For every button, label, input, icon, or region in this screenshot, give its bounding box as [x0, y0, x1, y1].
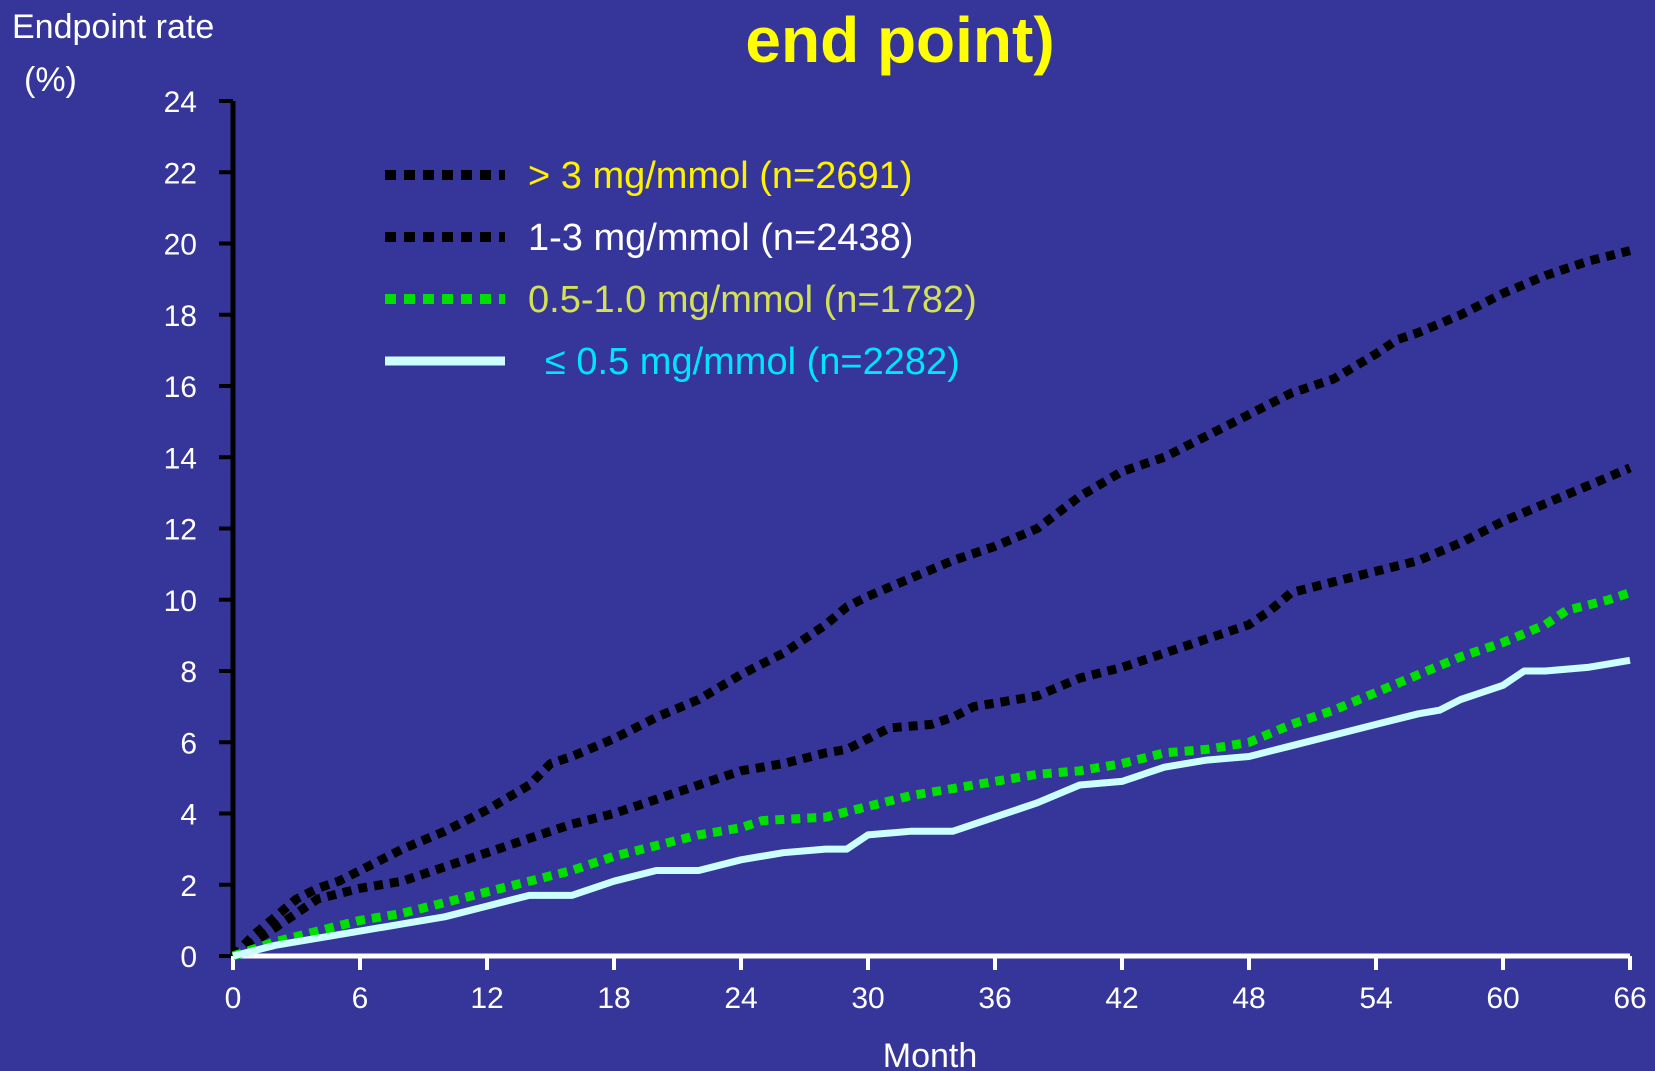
- y-tick-label: 20: [164, 229, 197, 262]
- series-layer: [229, 246, 1632, 961]
- y-axis-label-line2: (%): [24, 61, 77, 99]
- x-tick-label: 42: [1105, 982, 1138, 1015]
- y-tick-label: 0: [180, 941, 197, 974]
- y-tick-label: 6: [180, 727, 197, 760]
- x-tick-label: 12: [470, 982, 503, 1015]
- y-tick-label: 8: [180, 656, 197, 689]
- y-tick-label: 14: [164, 442, 197, 475]
- legend-label-3: 0.5-1.0 mg/mmol (n=1782): [528, 279, 977, 321]
- y-tick-label: 2: [180, 870, 197, 903]
- y-tick-label: 16: [164, 371, 197, 404]
- series-line-3: [231, 588, 1632, 961]
- series-line-1: [229, 246, 1632, 960]
- y-tick-label: 10: [164, 585, 197, 618]
- x-tick-label: 6: [352, 982, 369, 1015]
- y-tick-label: 18: [164, 300, 197, 333]
- x-tick-label: 30: [851, 982, 884, 1015]
- chart-title: end point): [745, 4, 1054, 76]
- x-tick-label: 24: [724, 982, 757, 1015]
- y-tick-label: 24: [164, 86, 197, 119]
- y-tick-label: 4: [180, 799, 197, 832]
- series-line-4: [232, 656, 1631, 960]
- x-tick-label: 60: [1486, 982, 1519, 1015]
- series-line-2: [230, 463, 1632, 960]
- x-tick-label: 0: [225, 982, 242, 1015]
- x-axis-label: Month: [883, 1037, 978, 1071]
- legend: > 3 mg/mmol (n=2691) 1-3 mg/mmol (n=2438)…: [385, 155, 977, 383]
- y-tick-label: 22: [164, 157, 197, 190]
- x-tick-label: 66: [1613, 982, 1646, 1015]
- x-tick-label: 48: [1232, 982, 1265, 1015]
- x-tick-label: 54: [1359, 982, 1392, 1015]
- y-axis-label-line1: Endpoint rate: [12, 8, 214, 46]
- legend-label-2: 1-3 mg/mmol (n=2438): [528, 217, 913, 259]
- y-tick-label: 12: [164, 514, 197, 547]
- legend-label-1: > 3 mg/mmol (n=2691): [528, 155, 912, 197]
- legend-label-4: ≤ 0.5 mg/mmol (n=2282): [545, 341, 960, 383]
- x-tick-label: 18: [597, 982, 630, 1015]
- x-tick-label: 36: [978, 982, 1011, 1015]
